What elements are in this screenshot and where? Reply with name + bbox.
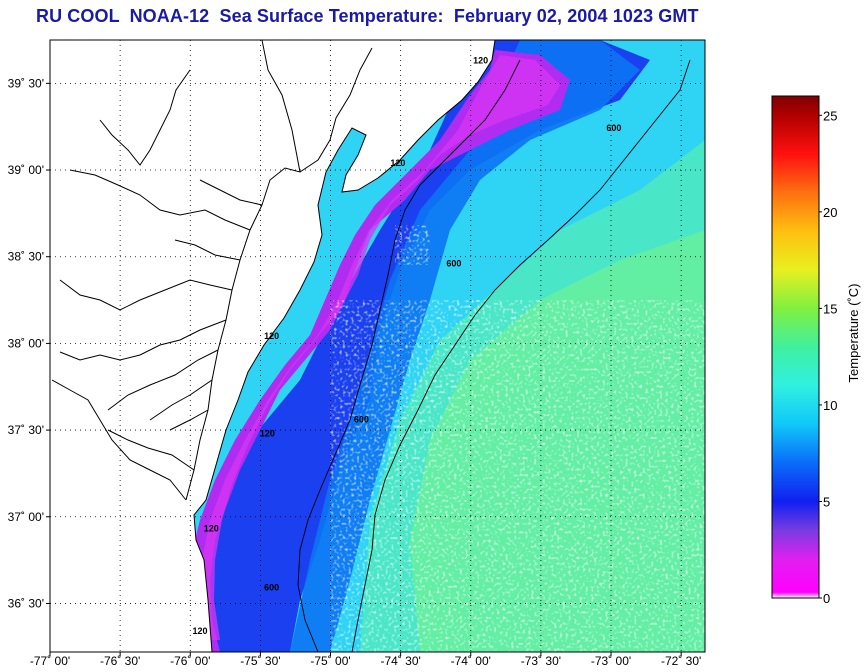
longitude-tick-label: -76˚ 00' bbox=[170, 654, 210, 668]
longitude-tick-label: -76˚ 30' bbox=[100, 654, 140, 668]
colorbar-tick-label: 0 bbox=[823, 591, 830, 606]
latitude-tick-label: 37˚ 30' bbox=[8, 423, 44, 437]
longitude-tick-label: -75˚ 30' bbox=[240, 654, 280, 668]
longitude-tick-label: -73˚ 00' bbox=[591, 654, 631, 668]
isobath-120 bbox=[297, 59, 521, 652]
isobath-label-600: 600 bbox=[354, 414, 369, 424]
cloud-mask-pixels bbox=[330, 300, 705, 652]
isobath-label-120: 120 bbox=[193, 626, 208, 636]
isobath-label-120: 120 bbox=[264, 331, 279, 341]
axis-tick-labels: -77˚ 00' -76˚ 30' -76˚ 00' -75˚ 30' -75˚ 00'… bbox=[8, 76, 702, 668]
longitude-tick-label: -74˚ 00' bbox=[451, 654, 491, 668]
colorbar-tick-label: 15 bbox=[823, 301, 837, 316]
mid-shelf-water bbox=[290, 40, 640, 652]
latitude-tick-label: 39˚ 30' bbox=[8, 76, 44, 90]
graticule bbox=[49, 40, 705, 652]
colorbar-tick-label: 5 bbox=[823, 494, 830, 509]
latitude-tick-label: 38˚ 00' bbox=[8, 336, 44, 350]
isobath-600 bbox=[351, 59, 691, 652]
colorbar-tick-label: 10 bbox=[823, 398, 837, 413]
land-mass bbox=[50, 40, 495, 652]
isobath-labels: 120 120 120 120 120 120 600 600 600 600 bbox=[193, 56, 622, 636]
shelf-water bbox=[200, 40, 650, 652]
colorbar-tick-label: 20 bbox=[823, 205, 837, 220]
temperature-colorbar: 0 5 10 15 20 25 Temperature (˚C) bbox=[771, 95, 861, 606]
latitude-tick-label: 36˚ 30' bbox=[8, 596, 44, 610]
isobath-label-600: 600 bbox=[264, 583, 279, 593]
isobath-label-600: 600 bbox=[606, 123, 621, 133]
longitude-tick-label: -75˚ 00' bbox=[310, 654, 350, 668]
colorbar-ticks: 0 5 10 15 20 25 bbox=[819, 108, 837, 606]
colorbar-gradient bbox=[771, 95, 820, 599]
longitude-tick-label: -72˚ 30' bbox=[661, 654, 701, 668]
isobath-label-120: 120 bbox=[260, 428, 275, 438]
latitude-tick-label: 39˚ 00' bbox=[8, 163, 44, 177]
longitude-tick-label: -73˚ 30' bbox=[521, 654, 561, 668]
colorbar-label: Temperature (˚C) bbox=[846, 284, 861, 383]
latitude-tick-label: 37˚ 00' bbox=[8, 510, 44, 524]
latitude-tick-label: 38˚ 30' bbox=[8, 250, 44, 264]
isobath-label-120: 120 bbox=[390, 158, 405, 168]
longitude-tick-label: -77˚ 00' bbox=[30, 654, 70, 668]
isobath-label-120: 120 bbox=[204, 524, 219, 534]
coastline bbox=[51, 40, 496, 652]
longitude-tick-label: -74˚ 30' bbox=[380, 654, 420, 668]
isobath-label-120: 120 bbox=[473, 56, 488, 66]
isobath-contours bbox=[297, 59, 691, 652]
colorbar-tick-label: 25 bbox=[823, 108, 837, 123]
isobath-label-600: 600 bbox=[446, 258, 461, 268]
map-title: RU COOL NOAA-12 Sea Surface Temperature:… bbox=[36, 6, 699, 26]
